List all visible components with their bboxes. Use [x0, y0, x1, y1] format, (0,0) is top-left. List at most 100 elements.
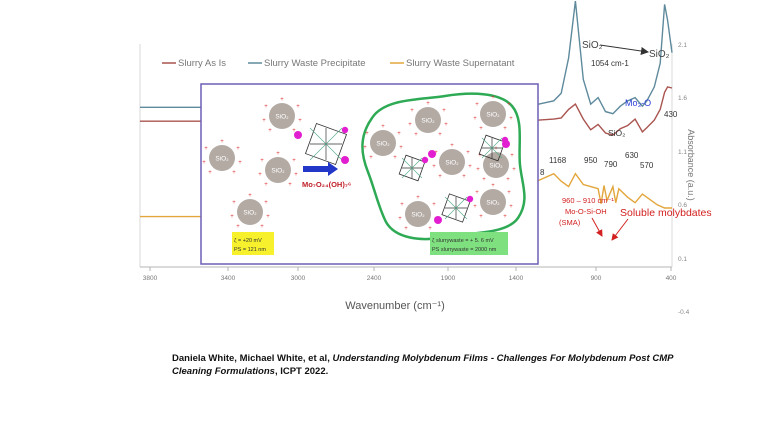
magenta-dot: [502, 140, 510, 148]
particle-body: [483, 152, 509, 178]
plus-charge: +: [432, 164, 436, 170]
plus-charge: +: [416, 195, 420, 201]
plus-charge: +: [280, 97, 284, 103]
plus-charge: +: [262, 118, 266, 124]
plus-charge: +: [202, 160, 206, 166]
particle-label: SiO₂: [275, 114, 289, 121]
plus-charge: +: [410, 108, 414, 114]
x-tick-label: 1900: [441, 275, 456, 282]
silica-particles: SiO₂ + + + + + + + SiO₂ + + + + + + + SiO₂ + + + + + + + SiO₂ + + +…: [202, 95, 516, 232]
lattice-line: [309, 127, 343, 161]
lattice-frame: [441, 193, 471, 223]
annotation-sma: (SMA): [559, 218, 581, 227]
plus-charge: +: [466, 150, 470, 156]
plus-charge: +: [292, 128, 296, 134]
plus-charge: +: [473, 116, 477, 122]
plus-charge: +: [404, 226, 408, 232]
x-tick-label: 900: [591, 275, 602, 282]
cluster-outline: [361, 92, 526, 241]
x-tick-label: 3800: [143, 275, 158, 282]
plus-charge: +: [432, 202, 436, 208]
y-axis-label: Absorbance (a.u.): [686, 129, 696, 201]
plus-charge: +: [292, 158, 296, 164]
plus-charge: +: [512, 167, 516, 173]
inset-left-line1: ζ = +20 mV: [234, 238, 262, 244]
plus-charge: +: [248, 193, 252, 199]
particle-label: SiO₂: [489, 163, 503, 170]
silica-particle: SiO₂+++++++: [202, 139, 242, 176]
peak-annotations: SiO₂ SiO₂ 1054 cm-1 Mo₃-O 430 1168 950 7…: [540, 40, 712, 241]
x-tick-label: 400: [666, 275, 677, 282]
particle-label: SiO₂: [271, 168, 285, 175]
silica-particle: SiO₂+++++++: [473, 183, 513, 220]
plus-charge: +: [260, 158, 264, 164]
plus-charge: +: [479, 214, 483, 220]
particle-body: [237, 199, 263, 225]
particle-body: [480, 101, 506, 127]
y-tick-label: -0.4: [678, 309, 690, 316]
plus-charge: +: [438, 132, 442, 138]
plus-charge: +: [296, 104, 300, 110]
particle-label: SiO₂: [445, 160, 459, 167]
plus-charge: +: [473, 204, 477, 210]
plus-charge: +: [230, 214, 234, 220]
plus-charge: +: [363, 145, 367, 151]
plus-charge: +: [288, 182, 292, 188]
y-tick-label: 0.6: [678, 202, 687, 209]
citation-venue: , ICPT 2022.: [274, 366, 329, 377]
legend-label-slurry-waste-precipitate: Slurry Waste Precipitate: [264, 58, 366, 69]
plus-charge: +: [475, 190, 479, 196]
annotation-790: 790: [604, 160, 618, 169]
legend-label-slurry-waste-supernatant: Slurry Waste Supernatant: [406, 58, 515, 69]
magenta-dot: [341, 156, 349, 164]
annotation-sio2-mid: SiO₂: [608, 128, 625, 138]
inset-schematic: SiO₂ + + + + + + + SiO₂ + + + + + + + SiO₂ + + + + + + + SiO₂ + + +…: [200, 83, 539, 265]
plus-charge: +: [476, 167, 480, 173]
particle-body: [415, 107, 441, 133]
molybdate-complex-icon: [398, 154, 429, 182]
particle-body: [405, 201, 431, 227]
plus-charge: +: [393, 155, 397, 161]
particle-label: SiO₂: [421, 118, 435, 125]
plus-charge: +: [298, 118, 302, 124]
particle-label: SiO₂: [376, 141, 390, 148]
annotation-430: 430: [664, 110, 678, 119]
plus-charge: +: [258, 172, 262, 178]
inset-right-line1: ζ slurrywaste = + 5. 6 mV: [432, 238, 494, 244]
plus-charge: +: [294, 172, 298, 178]
plus-charge: +: [507, 102, 511, 108]
particle-body: [209, 145, 235, 171]
annotation-570: 570: [640, 161, 654, 170]
inset-right-box: [430, 232, 508, 255]
x-tick-label: 3000: [291, 275, 306, 282]
lattice-line: [444, 196, 468, 220]
plus-charge: +: [510, 153, 514, 159]
silica-particle: SiO₂+++++++: [476, 146, 516, 183]
plus-charge: +: [450, 143, 454, 149]
reaction-arrow-icon: [303, 162, 338, 176]
plus-charge: +: [428, 226, 432, 232]
plus-charge: +: [479, 126, 483, 132]
molybdate-complexes: [294, 122, 510, 224]
citation: Daniela White, Michael White, et al, Und…: [172, 352, 712, 378]
particle-body: [265, 157, 291, 183]
annotation-range: 960 – 910 cm⁻¹: [562, 196, 614, 205]
plus-charge: +: [369, 155, 373, 161]
silica-particle: SiO₂+++++++: [262, 97, 302, 134]
plus-charge: +: [264, 200, 268, 206]
plus-charge: +: [442, 108, 446, 114]
particle-label: SiO₂: [486, 200, 500, 207]
plus-charge: +: [414, 132, 418, 138]
particle-body: [439, 149, 465, 175]
plus-charge: +: [268, 128, 272, 134]
annotation-soluble-molybdates: Soluble molybdates: [620, 207, 712, 219]
x-tick-label: 2400: [367, 275, 382, 282]
annotation-sio2-left: SiO₂: [582, 40, 603, 51]
plus-charge: +: [260, 224, 264, 230]
y-axis-ticks: 2.1 1.6 1.1 0.6 0.1 -0.4: [678, 42, 690, 316]
plus-charge: +: [238, 160, 242, 166]
plus-charge: +: [434, 150, 438, 156]
annotation-sio2-right: SiO₂: [649, 49, 670, 60]
y-tick-label: 0.1: [678, 256, 687, 263]
